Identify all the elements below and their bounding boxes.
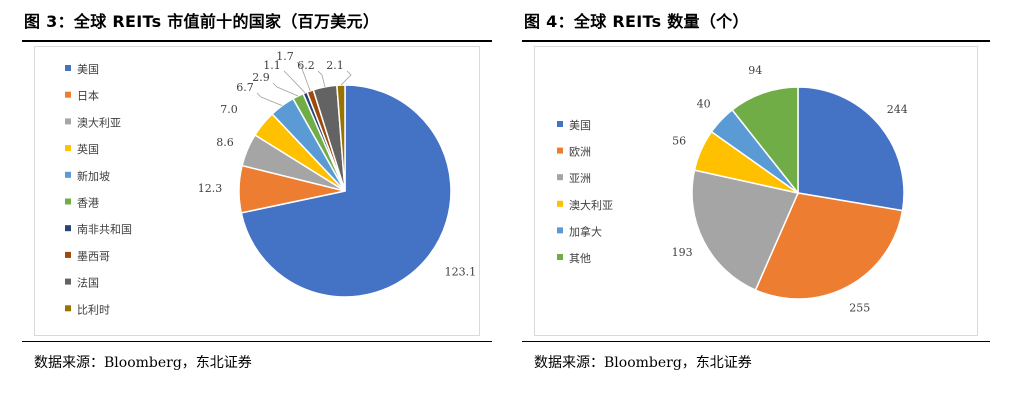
source-note: 数据来源：Bloomberg，东北证券: [34, 355, 252, 371]
legend-label: 澳大利亚: [569, 198, 613, 212]
leader-line: [340, 70, 352, 86]
pie-slice: [691, 169, 800, 292]
legend-swatch: [557, 227, 563, 234]
legend-label: 法国: [77, 276, 99, 290]
source-rule: [522, 341, 990, 342]
legend-label: 亚洲: [569, 172, 591, 185]
legend-swatch: [65, 198, 71, 205]
pie-slice: [336, 84, 346, 192]
pie-slice: [754, 192, 904, 300]
data-label: 40: [697, 98, 711, 111]
legend-label: 美国: [569, 119, 591, 132]
legend-swatch: [557, 200, 563, 207]
pie-slice: [731, 86, 799, 196]
data-label: 7.0: [220, 103, 238, 116]
data-label: 1.7: [276, 50, 294, 63]
source-rule: [22, 341, 492, 342]
data-label: 2.1: [326, 59, 344, 72]
chart-frame: 美国欧洲亚洲澳大利亚加拿大其他 244 255 193 56 40 94: [534, 46, 978, 336]
legend-swatch: [65, 251, 71, 258]
data-label: 123.1: [445, 266, 477, 279]
data-label: 6.7: [236, 81, 254, 94]
leader-line: [317, 70, 326, 88]
data-label: 2.9: [252, 71, 270, 84]
figure-title: 图 4：全球 REITs 数量（个）: [524, 12, 749, 31]
chart-frame: 美国日本澳大利亚英国新加坡香港南非共和国墨西哥法国比利时 123.1 12.3 8.6…: [34, 46, 480, 336]
legend-swatch: [65, 171, 71, 178]
pie-slice: [240, 84, 452, 298]
data-label: 56: [672, 134, 686, 147]
data-label: 255: [849, 301, 870, 314]
legend-label: 欧洲: [569, 146, 591, 159]
legend-swatch: [65, 278, 71, 285]
legend-label: 日本: [77, 89, 99, 103]
data-label: 12.3: [198, 182, 223, 195]
legend-swatch: [65, 145, 71, 152]
legend-swatch: [557, 147, 563, 154]
legend-swatch: [65, 65, 71, 71]
legend-swatch: [557, 121, 563, 127]
title-rule: [522, 40, 990, 42]
legend-label: 英国: [77, 142, 99, 156]
legend-label: 加拿大: [569, 224, 602, 238]
legend-swatch: [557, 174, 563, 181]
data-label: 244: [887, 103, 908, 116]
legend-label: 香港: [77, 197, 99, 210]
legend-swatch: [557, 254, 563, 260]
legend-label: 新加坡: [77, 169, 110, 183]
legend-label: 比利时: [77, 303, 110, 316]
data-label: 94: [748, 64, 762, 77]
legend-swatch: [65, 225, 71, 232]
figure-title: 图 3：全球 REITs 市值前十的国家（百万美元）: [24, 12, 380, 31]
data-label: 193: [672, 246, 693, 259]
data-label: 8.6: [216, 136, 234, 149]
leader-line: [283, 70, 306, 94]
source-note: 数据来源：Bloomberg，东北证券: [534, 355, 752, 371]
data-label: 1.1: [263, 59, 281, 72]
title-rule: [22, 40, 492, 42]
legend-swatch: [65, 118, 71, 125]
leader-line: [296, 61, 311, 92]
data-label: 6.2: [297, 59, 315, 72]
leader-line: [256, 92, 283, 107]
pie-slice: [797, 86, 905, 212]
legend-label: 墨西哥: [77, 250, 110, 263]
leader-line: [272, 82, 299, 97]
legend-label: 南非共和国: [77, 223, 132, 236]
legend-swatch: [65, 305, 71, 312]
legend-label: 美国: [77, 63, 99, 76]
legend-label: 澳大利亚: [77, 115, 121, 129]
legend-label: 其他: [569, 252, 591, 265]
legend-swatch: [65, 91, 71, 98]
